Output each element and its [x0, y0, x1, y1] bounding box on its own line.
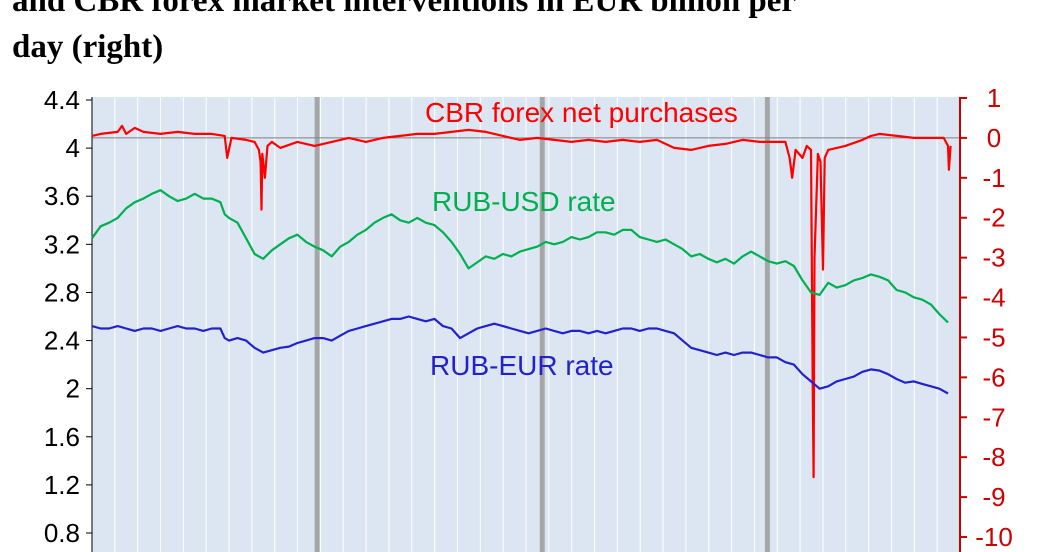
- left-axis-ticks: 4.4 4 3.6 3.2 2.8 2.4 2 1.6 1.2 0.8: [44, 85, 92, 548]
- left-tick-label: 1.2: [44, 470, 80, 500]
- right-tick-label: -1: [982, 163, 1005, 193]
- right-tick-label: -10: [975, 522, 1013, 552]
- right-tick-label: -7: [982, 402, 1005, 432]
- left-tick-label: 3.6: [44, 181, 80, 211]
- series-line-cbr-forex-net-purchases: [91, 124, 952, 479]
- series-line-rub-eur-rate: [91, 315, 949, 395]
- series-lines: [91, 124, 952, 479]
- left-tick-label: 4.4: [44, 85, 80, 115]
- right-tick-label: -2: [982, 203, 1005, 233]
- left-tick-label: 2.8: [44, 277, 80, 307]
- right-tick-label: -6: [982, 362, 1005, 392]
- chart-title: and CBR forex market interventions in EU…: [12, 0, 1042, 70]
- series-label-cbr-forex-net-purchases: CBR forex net purchases: [425, 97, 738, 128]
- left-tick-label: 3.2: [44, 229, 80, 259]
- series-label-rub-usd-rate: RUB-USD rate: [432, 186, 616, 217]
- right-tick-label: -5: [982, 322, 1005, 352]
- period-markers: [314, 97, 770, 552]
- right-tick-label: 1: [987, 83, 1001, 113]
- chart-title-line-1: and CBR forex market interventions in EU…: [12, 0, 797, 19]
- right-axis-ticks: 1 0 -1 -2 -3 -4 -5 -6 -7 -8 -9 -10: [960, 83, 1013, 552]
- right-tick-label: 0: [987, 123, 1001, 153]
- left-tick-label: 2.4: [44, 326, 80, 356]
- series-label-rub-eur-rate: RUB-EUR rate: [430, 350, 614, 381]
- series-line-rub-usd-rate: [91, 189, 949, 324]
- left-tick-label: 1.6: [44, 422, 80, 452]
- right-tick-label: -3: [982, 243, 1005, 273]
- chart-title-line-2: day (right): [12, 29, 164, 65]
- right-tick-label: -9: [982, 482, 1005, 512]
- vertical-gridlines: [114, 97, 938, 552]
- left-tick-label: 0.8: [44, 518, 80, 548]
- right-tick-label: -4: [982, 283, 1005, 313]
- right-tick-label: -8: [982, 442, 1005, 472]
- left-tick-label: 4: [66, 133, 80, 163]
- left-tick-label: 2: [66, 374, 80, 404]
